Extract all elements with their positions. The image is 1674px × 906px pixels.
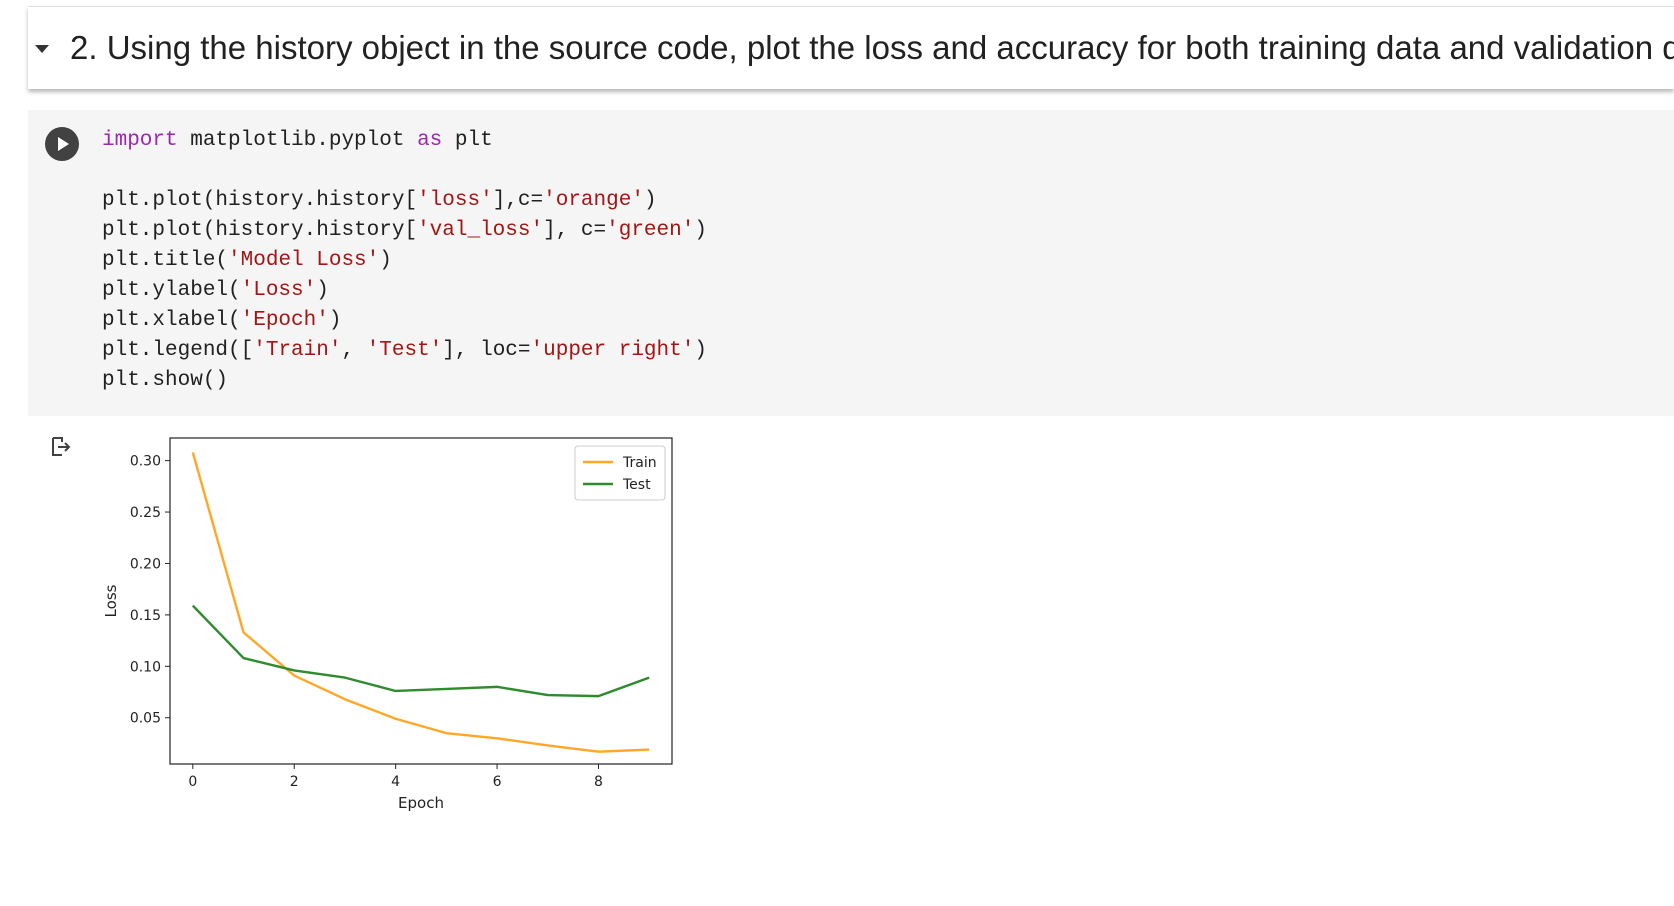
- loss-line-chart: Model Loss 0.05 0.10 0.15 0.20 0.25 0.30 0 2 4 6 8 E…: [102, 414, 673, 812]
- code-text: ): [694, 339, 707, 362]
- code-string: 'Test': [366, 339, 443, 362]
- code-text: ],c=: [492, 189, 544, 212]
- code-keyword: import: [102, 129, 178, 152]
- code-cell[interactable]: [28, 110, 1674, 416]
- x-tick-label: 4: [391, 774, 400, 790]
- code-line: plt.xlabel('Epoch'): [102, 306, 707, 336]
- x-tick-label: 8: [594, 774, 603, 790]
- code-text: ): [643, 189, 657, 212]
- output-arrow-icon[interactable]: [50, 436, 72, 458]
- x-tick-label: 6: [493, 774, 502, 790]
- play-icon: [58, 137, 69, 151]
- code-text: plt.show(): [102, 369, 229, 392]
- code-text: ,: [341, 339, 367, 362]
- code-text: ): [328, 309, 342, 332]
- series-line-test: [191, 604, 650, 698]
- code-line: plt.plot(history.history['val_loss'], c=…: [102, 216, 707, 246]
- legend-box: [574, 445, 666, 501]
- x-tick-label: 2: [290, 774, 299, 790]
- code-text: matplotlib.pyplot: [177, 129, 418, 152]
- triangle-down-icon[interactable]: [35, 45, 49, 53]
- code-line: plt.plot(history.history['loss'],c='oran…: [102, 186, 707, 216]
- code-string: 'Epoch': [240, 309, 329, 332]
- y-tick-label: 0.20: [130, 556, 161, 572]
- code-string: 'green': [606, 219, 695, 242]
- legend-label: Train: [622, 455, 657, 471]
- code-string: 'Loss': [240, 279, 317, 302]
- code-text: plt.xlabel(: [102, 309, 241, 332]
- code-line: import matplotlib.pyplot as plt: [102, 126, 707, 156]
- x-axis-label: Epoch: [398, 794, 444, 812]
- code-line: [102, 156, 707, 186]
- code-text: plt.plot(history.history[: [102, 219, 418, 242]
- run-cell-button[interactable]: [45, 127, 79, 161]
- y-tick-label: 0.10: [130, 659, 161, 675]
- code-string: 'upper right': [530, 339, 695, 362]
- code-editor[interactable]: import matplotlib.pyplot as plt plt.plot(…: [102, 126, 707, 396]
- code-text: ): [379, 249, 392, 272]
- code-text: plt.legend([: [102, 339, 254, 362]
- chart-title: Model Loss: [374, 432, 468, 434]
- y-tick-label: 0.25: [130, 505, 161, 521]
- code-string: 'Train': [253, 339, 342, 362]
- code-text: ): [316, 279, 329, 302]
- code-text: plt.plot(history.history[: [102, 189, 418, 212]
- code-text: plt: [442, 129, 493, 152]
- code-string: 'loss': [417, 189, 493, 212]
- y-tick-label: 0.05: [130, 711, 161, 727]
- code-text: plt.title(: [102, 249, 229, 272]
- code-text: ], c=: [543, 219, 607, 242]
- code-line: plt.ylabel('Loss'): [102, 276, 707, 306]
- plot-frame: [169, 437, 673, 765]
- code-text: ): [694, 219, 707, 242]
- code-string: 'val_loss': [417, 219, 544, 242]
- code-string: 'Model Loss': [228, 249, 380, 272]
- y-tick-label: 0.15: [130, 608, 161, 624]
- code-line: plt.legend(['Train', 'Test'], loc='upper…: [102, 336, 707, 366]
- y-tick-label: 0.30: [130, 454, 161, 470]
- y-axis-label: Loss: [102, 584, 120, 617]
- code-line: plt.show(): [102, 366, 707, 396]
- code-text: plt.ylabel(: [102, 279, 241, 302]
- section-heading: 2. Using the history object in the sourc…: [70, 29, 1674, 66]
- legend-label: Test: [622, 477, 651, 493]
- code-string: 'orange': [543, 189, 644, 212]
- code-line: plt.title('Model Loss'): [102, 246, 707, 276]
- code-keyword: as: [417, 129, 443, 152]
- code-text: ], loc=: [442, 339, 531, 362]
- x-tick-label: 0: [188, 774, 197, 790]
- text-cell[interactable]: 2. Using the history object in the sourc…: [28, 6, 1674, 89]
- series-line-train: [191, 452, 650, 753]
- output-chart: Model Loss 0.05 0.10 0.15 0.20 0.25 0.30 0 2 4 6 8 E…: [100, 414, 740, 872]
